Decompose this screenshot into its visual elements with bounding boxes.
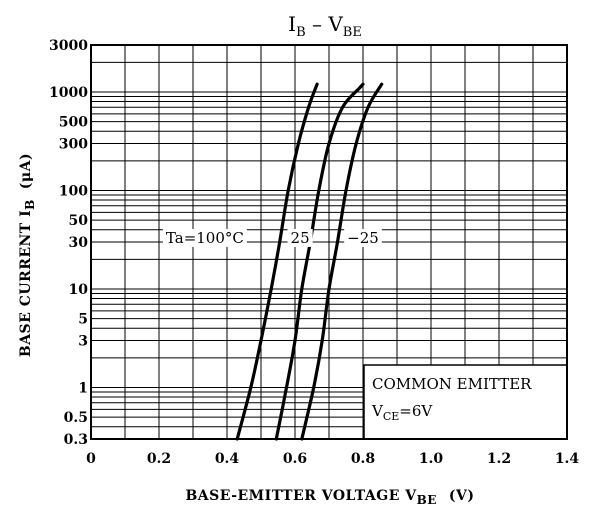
- curve-annotation: −25: [347, 229, 379, 247]
- y-tick-label: 500: [59, 115, 88, 131]
- y-tick-label: 0.5: [64, 410, 88, 426]
- y-tick-label: 0.3: [64, 432, 88, 448]
- annotation-background: [162, 228, 247, 247]
- series-line: [300, 82, 384, 441]
- y-tick-label: 30: [69, 235, 89, 251]
- series-line: [235, 82, 319, 441]
- y-tick-label: 1: [78, 380, 88, 396]
- x-tick-label: 1.4: [555, 451, 580, 467]
- curve-annotation: Ta=100°C: [166, 229, 244, 247]
- y-tick-labels: 0.3 0.5 1 3 5 10 30 50 100 300 500 1000 3000: [49, 38, 88, 448]
- x-tick-labels: 0 0.2 0.4 0.6 0.8 1.0 1.2 1.4: [86, 451, 579, 467]
- y-tick-label: 50: [69, 213, 89, 229]
- x-axis-label: BASE-EMITTER VOLTAGE VBE (V): [185, 488, 474, 507]
- y-tick-label: 10: [69, 282, 89, 298]
- legend-line-1: COMMON EMITTER: [372, 375, 532, 393]
- curve-annotations: Ta=100°C 25 −25: [162, 228, 382, 247]
- chart-title: IB – VBE: [288, 12, 362, 40]
- x-tick-label: 1.0: [419, 451, 444, 467]
- x-tick-label: 0.4: [215, 451, 240, 467]
- y-tick-label: 100: [59, 183, 88, 199]
- annotation-background: [344, 228, 382, 247]
- legend-line-2: VCE=6V: [371, 402, 433, 423]
- y-tick-label: 300: [59, 137, 88, 153]
- legend-background: [363, 364, 568, 440]
- annotation-background: [287, 228, 313, 247]
- y-tick-label: 3000: [49, 38, 88, 54]
- x-tick-label: 0.8: [351, 451, 375, 467]
- y-tick-label: 1000: [49, 85, 88, 101]
- y-tick-label: 3: [78, 334, 88, 350]
- curve-annotation: 25: [291, 229, 310, 247]
- x-tick-label: 0: [86, 451, 96, 467]
- series-line: [274, 82, 365, 441]
- y-tick-label: 5: [78, 312, 88, 328]
- plot-frame: [90, 44, 568, 440]
- x-tick-label: 1.2: [487, 451, 511, 467]
- series-curves: [235, 82, 384, 441]
- legend-box: COMMON EMITTER VCE=6V: [363, 364, 568, 440]
- x-tick-label: 0.2: [147, 451, 171, 467]
- x-tick-label: 0.6: [283, 451, 307, 467]
- y-axis-label: BASE CURRENT IB(μA): [18, 153, 37, 357]
